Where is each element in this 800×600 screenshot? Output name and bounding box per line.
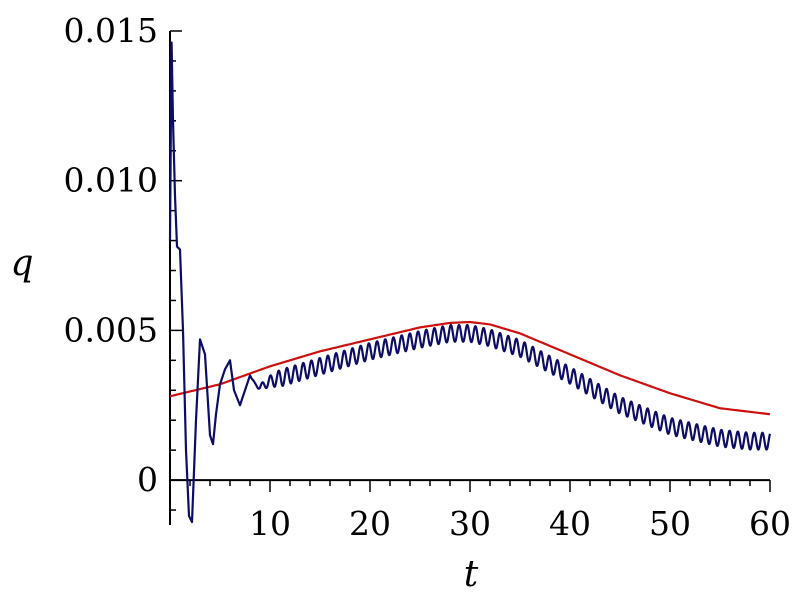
x-tick-label: 10 [249,504,291,543]
y-tick-label: 0.010 [64,161,158,200]
x-tick-label: 50 [649,504,691,543]
x-tick-label: 20 [349,504,391,543]
series-line-2 [168,41,772,524]
y-tick-label: 0 [137,460,158,499]
x-axis-label: t [464,554,479,595]
series-layer [168,41,772,524]
y-tick-label: 0.015 [64,11,158,50]
x-tick-label: 40 [549,504,591,543]
series-line-1 [169,320,771,416]
axes [169,31,770,525]
x-tick-label: 30 [449,504,491,543]
x-tick-label: 60 [749,504,791,543]
ticks: 10 20 30 40 50 60 0 0.005 0.010 0.015 [64,11,791,543]
y-axis-label: q [10,243,33,284]
y-tick-label: 0.005 [64,310,158,349]
